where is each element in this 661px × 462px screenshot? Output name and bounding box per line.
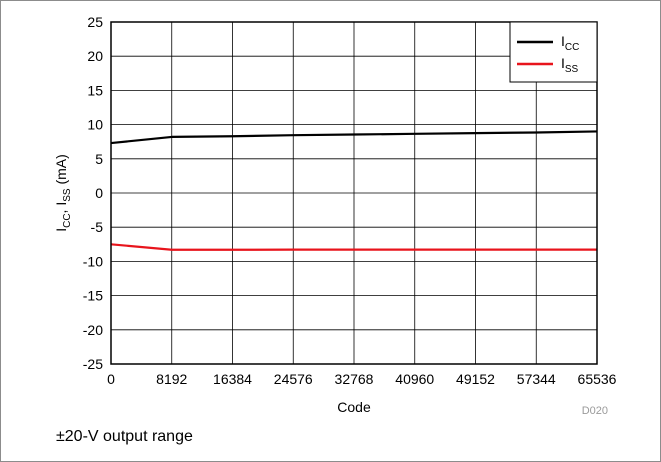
- y-axis-title: ICC, ISS (mA): [53, 154, 73, 232]
- series-line-iss: [110, 243, 597, 251]
- x-tick-label: 16384: [213, 371, 252, 387]
- y-tick-label: 15: [87, 82, 103, 98]
- x-tick-label: 57344: [517, 371, 556, 387]
- y-tick-label: -20: [83, 322, 103, 338]
- y-tick-label: -15: [83, 288, 103, 304]
- y-tick-label: 25: [87, 14, 103, 30]
- legend: ICC ISS: [509, 21, 598, 83]
- legend-label-iss: ISS: [561, 55, 579, 75]
- figure-caption: ±20-V output range: [56, 428, 193, 445]
- x-tick-label: 0: [107, 371, 115, 387]
- y-tick-label: 20: [87, 48, 103, 64]
- x-axis-title: Code: [337, 399, 371, 415]
- y-tick-label: 5: [95, 151, 103, 167]
- x-tick-label: 24576: [274, 371, 313, 387]
- y-tick-label: -5: [91, 219, 104, 235]
- x-tick-label: 8192: [156, 371, 187, 387]
- legend-label-icc: ICC: [561, 33, 579, 53]
- x-tick-label: 49152: [456, 371, 495, 387]
- y-tick-labels: 25 20 15 10 5 0 -5 -10 -15 -20 -25: [83, 14, 103, 372]
- y-tick-label: -10: [83, 253, 103, 269]
- series-line-icc: [110, 130, 598, 145]
- y-tick-label: -25: [83, 356, 103, 372]
- y-tick-label: 0: [95, 185, 103, 201]
- legend-box: [509, 21, 598, 83]
- x-tick-label: 65536: [578, 371, 617, 387]
- x-tick-label: 32768: [335, 371, 374, 387]
- figure-id: D020: [582, 405, 608, 417]
- x-tick-labels: 0 8192 16384 24576 32768 40960 49152 57344 65536: [107, 371, 617, 387]
- series-layer: [110, 130, 598, 251]
- plot-area-border: [110, 21, 598, 365]
- x-tick-label: 40960: [395, 371, 434, 387]
- y-tick-label: 10: [87, 117, 103, 133]
